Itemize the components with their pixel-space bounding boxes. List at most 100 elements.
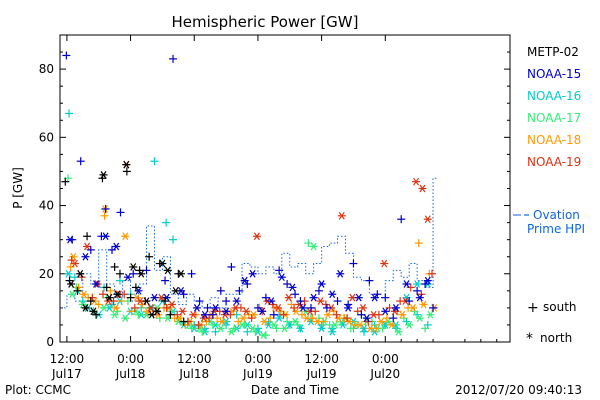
data-point-north [328, 327, 337, 336]
star-d2 [147, 304, 154, 312]
data-point-north [334, 314, 343, 322]
star-d2 [363, 314, 370, 322]
data-point-north [200, 310, 209, 319]
data-point-south [417, 290, 426, 299]
data-point-south [373, 290, 382, 299]
data-point-north [105, 293, 114, 302]
star-d2 [190, 310, 197, 319]
data-point-south [269, 310, 278, 319]
data-point-north [129, 263, 138, 271]
y-tick-label: 40 [39, 199, 54, 213]
star-d2 [416, 314, 423, 322]
data-point-north [147, 310, 156, 319]
data-point-south [106, 286, 115, 295]
star-d2 [356, 321, 363, 329]
star-d2 [361, 324, 368, 333]
star-d2 [178, 286, 184, 295]
star-d2 [239, 321, 246, 329]
data-point-north [275, 314, 284, 322]
star-d2 [132, 307, 139, 316]
data-point-south [77, 273, 86, 282]
data-point-south [101, 204, 110, 213]
data-point-south [427, 269, 436, 278]
data-point-north [408, 304, 417, 312]
data-point-south [122, 167, 131, 176]
data-point-south [406, 283, 415, 292]
star-d2 [179, 307, 186, 316]
data-point-north [216, 324, 225, 333]
data-point-south [365, 276, 374, 285]
data-point-south [195, 297, 204, 306]
star-d2 [164, 314, 171, 322]
star-d2 [164, 266, 171, 275]
data-point-north [344, 304, 353, 312]
star-d2 [395, 327, 402, 336]
data-point-north [79, 290, 88, 299]
star-d2 [355, 293, 362, 302]
star-d2 [403, 280, 410, 288]
data-point-south [115, 276, 124, 285]
data-point-north [192, 304, 201, 312]
star-d2 [148, 310, 155, 319]
data-point-north [211, 304, 220, 312]
data-point-north [359, 304, 368, 312]
data-point-south [211, 327, 220, 336]
data-point-south [187, 324, 196, 333]
star-d2 [275, 304, 282, 312]
x-tick-date-label: Jul18 [178, 367, 209, 381]
data-point-north [383, 317, 392, 326]
legend: METP-02 NOAA-15 NOAA-16 NOAA-17 NOAA-18 NOAA-… [527, 45, 581, 169]
star-d2 [303, 314, 310, 322]
data-point-north [415, 314, 424, 322]
x-tick-time-label: 0:00 [244, 352, 271, 366]
data-point-south [74, 283, 83, 292]
star-d2 [259, 307, 266, 316]
data-point-north [67, 280, 76, 288]
data-point-south [253, 303, 262, 312]
data-point-north [81, 304, 90, 312]
data-point-north [167, 300, 176, 309]
star-d2 [335, 314, 342, 322]
data-point-south [235, 286, 244, 295]
star-d2 [137, 297, 144, 305]
star-d2 [223, 307, 230, 316]
star-d2 [158, 293, 165, 302]
marker-legend-north-symbol: * [526, 331, 533, 347]
star-d2 [285, 293, 292, 302]
data-point-south [279, 310, 288, 319]
star-d2 [82, 252, 89, 261]
data-point-south [296, 297, 305, 306]
data-point-south [421, 324, 430, 333]
legend-entry-noaa-19: NOAA-19 [527, 155, 581, 169]
data-point-north [405, 321, 414, 329]
star-d2 [424, 215, 431, 224]
data-point-south [346, 324, 355, 333]
data-point-south [162, 218, 171, 227]
star-d2 [124, 273, 131, 282]
data-point-south [110, 262, 119, 271]
star-d2 [79, 300, 86, 309]
data-point-south [333, 297, 342, 306]
data-point-south [65, 109, 74, 118]
star-d2 [382, 307, 389, 316]
data-point-south [131, 283, 140, 292]
data-point-north [267, 297, 276, 305]
data-point-north [419, 300, 428, 309]
data-point-north [222, 307, 231, 316]
data-point-south [86, 297, 95, 306]
star-d2 [84, 242, 91, 251]
data-point-south [70, 273, 79, 282]
footer-timestamp: 2012/07/20 09:40:13 [455, 383, 582, 397]
star-d2 [212, 304, 219, 312]
data-point-south [399, 314, 408, 323]
data-point-north [415, 293, 424, 302]
y-tick-label: 0 [46, 335, 54, 349]
data-point-north [291, 317, 300, 326]
data-point-south [291, 290, 300, 299]
star-d2 [367, 324, 374, 333]
data-point-north [89, 307, 98, 316]
x-tick-time-label: 12:00 [304, 352, 339, 366]
data-point-south [108, 245, 117, 254]
data-point-south [169, 235, 178, 244]
star-d2 [241, 276, 248, 285]
